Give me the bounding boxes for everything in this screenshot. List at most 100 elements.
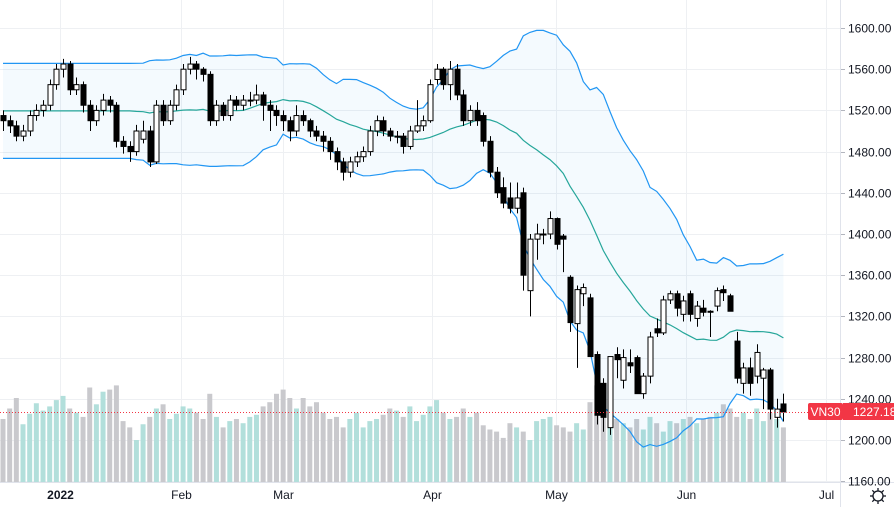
candle-body: [654, 328, 661, 334]
y-tick-label: 1360.00: [848, 269, 892, 283]
candle: [334, 147, 341, 171]
candle: [580, 283, 587, 307]
y-tick-label: 1280.00: [848, 352, 892, 366]
price-axis[interactable]: 1160.001200.001240.001280.001320.001360.…: [841, 22, 892, 489]
candle-body: [474, 109, 481, 122]
candle-body: [767, 369, 774, 410]
candle-body: [720, 289, 727, 294]
volume-bar: [654, 423, 660, 482]
candle: [534, 223, 541, 260]
y-tick-label: 1520.00: [848, 104, 892, 118]
volume-bar: [714, 412, 720, 482]
candle-body: [313, 130, 320, 137]
candle: [300, 110, 307, 126]
volume-bar: [127, 427, 133, 482]
candle: [680, 295, 687, 322]
candle-body: [554, 218, 561, 245]
candle-body: [267, 104, 274, 111]
volume-bar: [300, 398, 306, 482]
candle: [687, 290, 694, 322]
candle: [200, 67, 207, 82]
volume-bar: [420, 414, 426, 482]
volume-bar: [434, 400, 440, 482]
candle-body: [13, 125, 20, 137]
volume-bar: [107, 389, 113, 482]
volume-bar: [694, 423, 700, 482]
candle: [714, 287, 721, 312]
volume-bar: [233, 419, 239, 482]
candle-body: [427, 84, 434, 122]
candle: [660, 295, 667, 335]
candle: [93, 105, 100, 126]
candle: [467, 105, 474, 126]
volume-bar: [260, 406, 266, 482]
x-tick-label: Mar: [273, 488, 294, 502]
candle: [233, 95, 240, 111]
candle-body: [73, 84, 80, 91]
volume-bar: [287, 398, 293, 482]
candle-body: [293, 115, 300, 132]
x-tick-label: Apr: [423, 488, 442, 502]
candle: [667, 290, 674, 305]
candle-body: [280, 115, 287, 122]
candle-body: [367, 130, 374, 153]
volume-bar: [374, 419, 380, 482]
candle-body: [180, 68, 187, 91]
candle: [707, 310, 714, 337]
volume-bar: [13, 398, 19, 482]
volume-bar: [267, 402, 273, 482]
candle: [340, 157, 347, 181]
volume-bar: [527, 440, 533, 482]
candle-body: [467, 109, 474, 122]
candle-body: [307, 120, 314, 132]
candle-body: [87, 104, 94, 122]
candle-body: [634, 357, 641, 395]
candle-body: [100, 99, 107, 111]
candle-body: [187, 63, 194, 70]
candle: [354, 151, 361, 168]
candle-body: [113, 104, 120, 142]
volume-bar: [147, 416, 153, 482]
candle: [760, 367, 767, 410]
candle-body: [240, 99, 247, 106]
candle: [647, 331, 654, 384]
volume-bar: [414, 421, 420, 482]
volume-bar: [247, 416, 253, 482]
time-axis[interactable]: 2022 Feb Mar Apr May Jun Jul: [47, 488, 834, 502]
candle-body: [400, 135, 407, 147]
candle: [460, 89, 467, 126]
last-price-text: 1227.18: [853, 405, 894, 419]
candle: [60, 58, 67, 78]
candle: [614, 347, 621, 379]
candle-body: [660, 299, 667, 334]
candle: [187, 56, 194, 75]
candle: [640, 373, 647, 399]
volume-bar: [27, 413, 33, 482]
candle: [514, 182, 521, 214]
volume-bar: [227, 421, 233, 482]
candle: [447, 60, 454, 101]
candle: [774, 398, 781, 428]
candle: [40, 100, 47, 117]
volume-bar: [480, 425, 486, 482]
volume-bar: [534, 421, 540, 482]
volume-bar: [467, 416, 473, 482]
volume-bar: [180, 406, 186, 482]
candle: [607, 356, 614, 435]
candle: [367, 125, 374, 156]
volume-bar: [547, 416, 553, 482]
candle: [13, 120, 20, 142]
candle-body: [547, 218, 554, 235]
settings-button[interactable]: [868, 486, 888, 506]
y-tick-label: 1600.00: [848, 22, 892, 36]
candle-body: [173, 89, 180, 106]
volume-bar: [707, 416, 713, 482]
candle: [327, 137, 334, 160]
candle-body: [107, 99, 114, 106]
candle-body: [727, 295, 734, 312]
candle: [694, 300, 701, 327]
candle: [434, 64, 441, 85]
candle: [674, 290, 681, 317]
candle-body: [447, 68, 454, 86]
